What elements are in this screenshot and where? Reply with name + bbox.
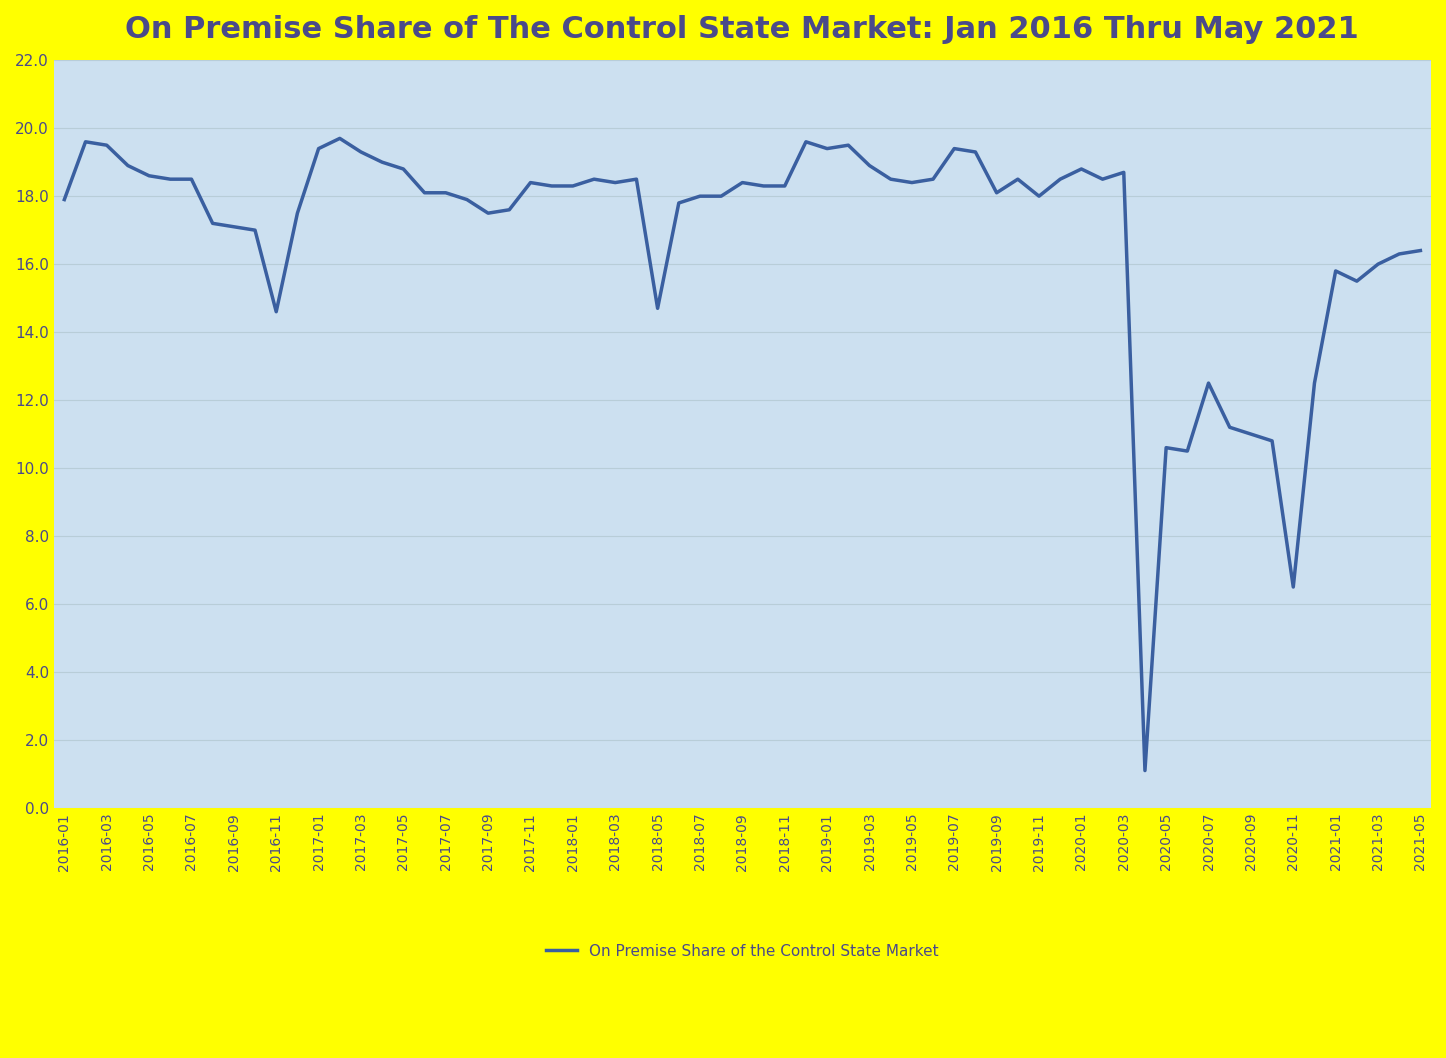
Title: On Premise Share of The Control State Market: Jan 2016 Thru May 2021: On Premise Share of The Control State Ma… (126, 15, 1359, 44)
Legend: On Premise Share of the Control State Market: On Premise Share of the Control State Ma… (539, 937, 944, 965)
